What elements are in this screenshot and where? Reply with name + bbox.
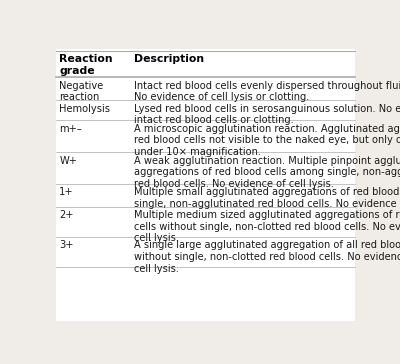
Text: A single large agglutinated aggregation of all red blood cells
without single, n: A single large agglutinated aggregation … [134,241,400,274]
Text: m+–: m+– [59,124,82,134]
Text: Lysed red blood cells in serosanguinous solution. No evidence of
intact red bloo: Lysed red blood cells in serosanguinous … [134,104,400,125]
Text: W+: W+ [59,155,77,166]
Text: Reaction
grade: Reaction grade [59,54,113,76]
Text: Multiple medium sized agglutinated aggregations of red blood
cells without singl: Multiple medium sized agglutinated aggre… [134,210,400,244]
Text: Intact red blood cells evenly dispersed throughout fluid solution.
No evidence o: Intact red blood cells evenly dispersed … [134,81,400,102]
FancyBboxPatch shape [56,49,355,321]
Text: Description: Description [134,54,204,64]
Text: 2+: 2+ [59,210,74,220]
Text: 3+: 3+ [59,241,74,250]
Text: Negative
reaction: Negative reaction [59,81,104,102]
Text: Hemolysis: Hemolysis [59,104,110,114]
Text: Multiple small agglutinated aggregations of red blood cells without
single, non-: Multiple small agglutinated aggregations… [134,187,400,209]
Text: 1+: 1+ [59,187,74,197]
Text: A microscopic agglutination reaction. Agglutinated aggregates of
red blood cells: A microscopic agglutination reaction. Ag… [134,124,400,157]
Text: A weak agglutination reaction. Multiple pinpoint agglutinated
aggregations of re: A weak agglutination reaction. Multiple … [134,155,400,189]
